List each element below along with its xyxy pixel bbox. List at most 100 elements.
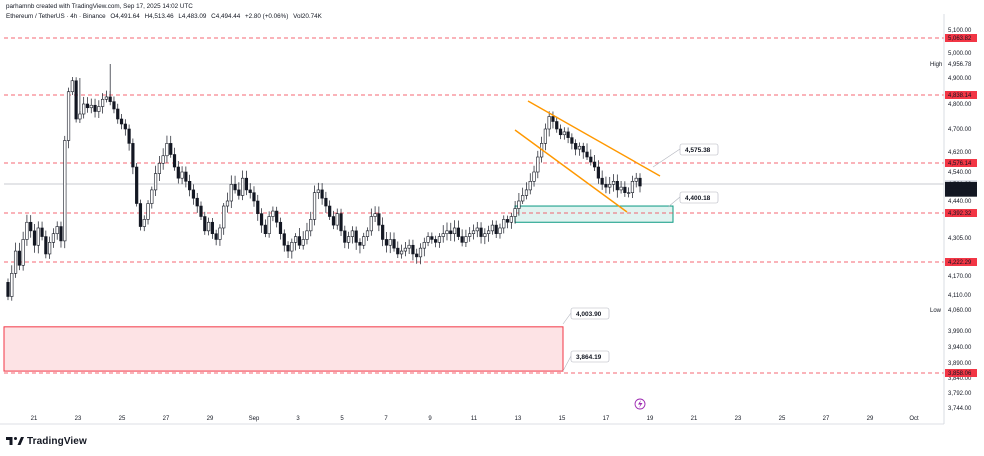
candle[interactable] xyxy=(131,138,135,175)
candle[interactable] xyxy=(199,201,203,220)
candle[interactable] xyxy=(55,221,59,240)
candle[interactable] xyxy=(532,165,536,187)
symbol-label[interactable]: Ethereum / TetherUS · 4h · Binance xyxy=(6,13,106,20)
candle[interactable] xyxy=(93,98,97,118)
candle[interactable] xyxy=(604,176,608,194)
price-tag[interactable]: 4,392.32 xyxy=(945,209,977,217)
candle[interactable] xyxy=(513,201,517,224)
candle[interactable] xyxy=(157,156,161,181)
candle[interactable] xyxy=(521,187,525,205)
candle[interactable] xyxy=(36,221,40,254)
candle[interactable] xyxy=(218,224,222,246)
candle[interactable] xyxy=(66,87,71,149)
candle[interactable] xyxy=(551,111,555,129)
candle[interactable] xyxy=(581,142,585,159)
candle[interactable] xyxy=(237,182,241,200)
candle[interactable] xyxy=(592,155,597,172)
candle[interactable] xyxy=(452,220,457,242)
candle[interactable] xyxy=(502,215,506,234)
candle[interactable] xyxy=(153,165,158,197)
candle[interactable] xyxy=(460,229,464,247)
candle[interactable] xyxy=(59,221,63,248)
candle[interactable] xyxy=(566,127,570,144)
channel-lower-line[interactable] xyxy=(514,129,628,213)
price-tag[interactable]: 4,494.44 xyxy=(945,181,977,190)
candle[interactable] xyxy=(596,160,600,184)
candle[interactable] xyxy=(195,192,199,213)
candle[interactable] xyxy=(437,233,442,248)
candle[interactable] xyxy=(585,143,589,161)
candle[interactable] xyxy=(13,242,18,278)
candle[interactable] xyxy=(490,220,495,235)
candle[interactable] xyxy=(558,124,563,140)
candle[interactable] xyxy=(229,175,233,209)
candle[interactable] xyxy=(577,142,582,156)
candle[interactable] xyxy=(362,232,366,250)
candle[interactable] xyxy=(48,236,52,259)
candle[interactable] xyxy=(44,230,48,259)
candle[interactable] xyxy=(6,278,10,301)
candle[interactable] xyxy=(331,210,336,230)
candle[interactable] xyxy=(589,149,593,166)
candle[interactable] xyxy=(278,217,283,240)
price-callout[interactable]: 3,864.19 xyxy=(562,350,610,372)
candle[interactable] xyxy=(373,206,377,222)
candle[interactable] xyxy=(623,181,627,197)
supply-zone[interactable] xyxy=(3,326,564,372)
candle[interactable] xyxy=(328,200,332,220)
candle[interactable] xyxy=(471,224,476,240)
candle[interactable] xyxy=(365,227,370,241)
price-tag[interactable]: 4,838.14 xyxy=(945,91,977,99)
candle[interactable] xyxy=(222,203,226,235)
candle[interactable] xyxy=(403,242,407,257)
candle[interactable] xyxy=(555,116,559,133)
candle[interactable] xyxy=(392,232,396,252)
lightning-event-icon[interactable] xyxy=(634,398,646,410)
candle[interactable] xyxy=(456,220,460,241)
candle[interactable] xyxy=(487,225,491,242)
candle[interactable] xyxy=(634,172,638,188)
candle[interactable] xyxy=(97,100,101,118)
candle[interactable] xyxy=(85,97,90,113)
candle[interactable] xyxy=(214,229,218,246)
candle[interactable] xyxy=(10,265,14,301)
candle[interactable] xyxy=(475,221,479,238)
candle[interactable] xyxy=(381,217,385,247)
candle[interactable] xyxy=(17,242,21,271)
candle[interactable] xyxy=(51,228,56,248)
candle[interactable] xyxy=(434,235,438,248)
candle[interactable] xyxy=(74,77,78,123)
candle[interactable] xyxy=(426,232,430,247)
price-tag[interactable]: 5,063.82 xyxy=(945,34,977,42)
candle[interactable] xyxy=(358,238,362,254)
price-tag[interactable]: 5,000.00 xyxy=(945,49,977,57)
candle[interactable] xyxy=(256,194,260,221)
candle[interactable] xyxy=(388,232,392,254)
candle[interactable] xyxy=(116,103,120,124)
candle[interactable] xyxy=(29,215,33,238)
candle[interactable] xyxy=(119,114,124,130)
candle[interactable] xyxy=(483,228,487,245)
candle[interactable] xyxy=(611,174,616,192)
price-callout[interactable]: 4,400.18 xyxy=(667,191,719,208)
candle[interactable] xyxy=(82,96,86,119)
candle[interactable] xyxy=(479,222,483,244)
candle[interactable] xyxy=(188,174,192,197)
candle[interactable] xyxy=(422,237,426,257)
candle[interactable] xyxy=(290,238,294,259)
candle[interactable] xyxy=(377,206,381,232)
candle[interactable] xyxy=(418,243,423,265)
candle[interactable] xyxy=(101,93,105,114)
candle[interactable] xyxy=(233,175,237,194)
candle[interactable] xyxy=(138,199,143,231)
candle[interactable] xyxy=(21,231,25,271)
candle[interactable] xyxy=(638,173,642,193)
candle[interactable] xyxy=(203,211,207,235)
candle[interactable] xyxy=(574,139,578,156)
candle[interactable] xyxy=(430,232,434,244)
candle[interactable] xyxy=(415,248,419,264)
candle[interactable] xyxy=(309,211,313,237)
candle[interactable] xyxy=(441,225,445,243)
candle[interactable] xyxy=(320,183,324,205)
